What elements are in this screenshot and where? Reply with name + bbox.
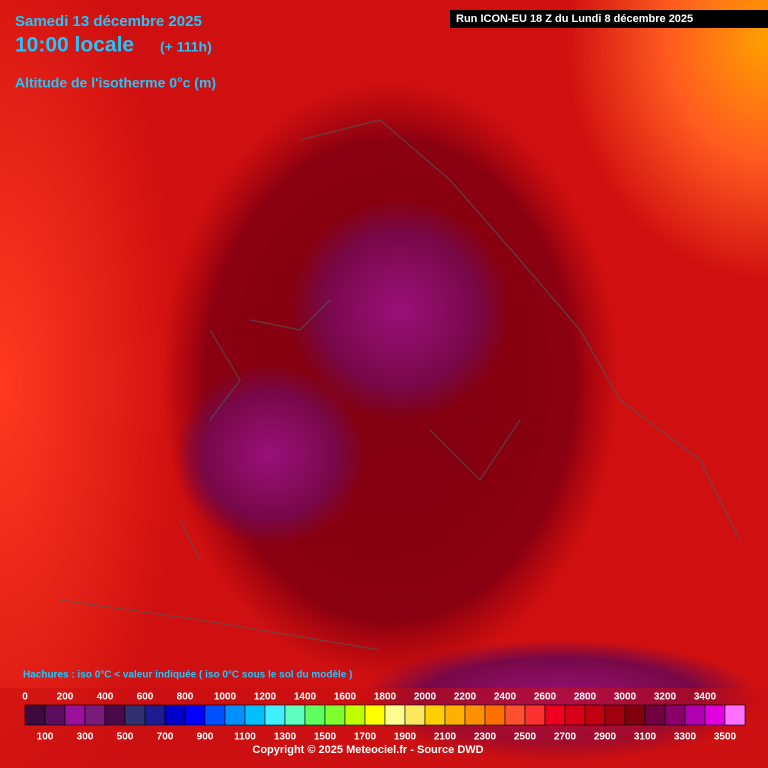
scale-label: 700: [157, 732, 174, 743]
swatch: [604, 704, 626, 726]
swatch: [224, 704, 246, 726]
swatch: [524, 704, 546, 726]
swatch: [104, 704, 126, 726]
colorbar: 0 200 400 600 800 1000 1200 1400 1600 1800 2000 220…: [22, 692, 746, 743]
swatch: [144, 704, 166, 726]
scale-label: 2800: [574, 692, 597, 703]
swatch: [624, 704, 646, 726]
swatch: [704, 704, 726, 726]
swatch: [184, 704, 206, 726]
scale-label: 3100: [634, 732, 657, 743]
scale-label: 1000: [214, 692, 237, 703]
scale-label: 1200: [254, 692, 277, 703]
swatch: [644, 704, 666, 726]
scale-label: 1600: [334, 692, 357, 703]
swatch: [44, 704, 66, 726]
run-box: [450, 10, 768, 28]
swatch: [464, 704, 486, 726]
swatch: [124, 704, 146, 726]
swatch: [164, 704, 186, 726]
swatch: [404, 704, 426, 726]
scale-label: 2300: [474, 732, 497, 743]
scale-label: 800: [177, 692, 194, 703]
scale-label: 2500: [514, 732, 537, 743]
scale-label: 3400: [694, 692, 717, 703]
swatch: [664, 704, 686, 726]
copyright: Copyright © 2025 Meteociel.fr - Source D…: [252, 744, 483, 756]
scale-label: 1900: [394, 732, 417, 743]
swatch: [304, 704, 326, 726]
swatch: [424, 704, 446, 726]
swatch: [724, 704, 746, 726]
swatch: [584, 704, 606, 726]
scale-label: 2000: [414, 692, 437, 703]
scale-label: 200: [57, 692, 74, 703]
scale-label: 3000: [614, 692, 637, 703]
scale-label: 2400: [494, 692, 517, 703]
scale-label: 1400: [294, 692, 317, 703]
hachures-note: Hachures : iso 0°C < valeur indiquée ( i…: [23, 670, 352, 681]
scale-label: 2900: [594, 732, 617, 743]
scale-label: 400: [97, 692, 114, 703]
swatch: [84, 704, 106, 726]
swatch: [64, 704, 86, 726]
scale-label: 900: [197, 732, 214, 743]
swatch: [204, 704, 226, 726]
scale-label: 1500: [314, 732, 337, 743]
swatch: [324, 704, 346, 726]
scale-label: 1300: [274, 732, 297, 743]
scale-label: 1100: [234, 732, 256, 743]
scale-label: 3200: [654, 692, 677, 703]
swatch: [24, 704, 46, 726]
scale-label: 100: [37, 732, 54, 743]
scale-label: 1800: [374, 692, 397, 703]
scale-label: 2100: [434, 732, 457, 743]
swatch: [244, 704, 266, 726]
scale-label: 500: [117, 732, 134, 743]
scale-label: 2600: [534, 692, 557, 703]
scale-label: 2200: [454, 692, 477, 703]
swatch: [384, 704, 406, 726]
lead: (+ 111h): [160, 39, 212, 55]
scale-label: 3300: [674, 732, 697, 743]
swatch: [684, 704, 706, 726]
date: Samedi 13 décembre 2025: [15, 13, 202, 30]
field: Altitude de l'isotherme 0°c (m): [15, 75, 216, 91]
scale-label: 1700: [354, 732, 377, 743]
swatch: [364, 704, 386, 726]
time: 10:00 locale: [15, 34, 134, 57]
swatch: [504, 704, 526, 726]
swatch: [484, 704, 506, 726]
scale-label: 3500: [714, 732, 737, 743]
legend-bg: [0, 688, 768, 768]
scale-label: 2700: [554, 732, 577, 743]
swatch: [544, 704, 566, 726]
run-info: Run ICON-EU 18 Z du Lundi 8 décembre 202…: [456, 13, 693, 25]
swatch: [344, 704, 366, 726]
scale-label: 300: [77, 732, 94, 743]
scale-label: 600: [137, 692, 154, 703]
swatch: [564, 704, 586, 726]
swatch: [444, 704, 466, 726]
swatch: [284, 704, 306, 726]
swatch: [264, 704, 286, 726]
scale-label: 0: [22, 692, 28, 703]
